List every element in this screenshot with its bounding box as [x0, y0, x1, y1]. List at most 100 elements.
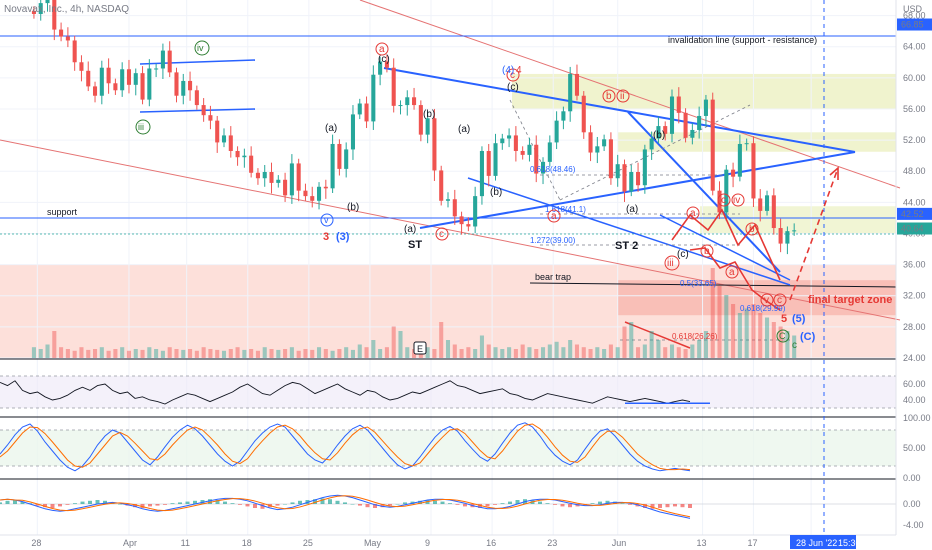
volume-bar	[452, 344, 457, 358]
fib-label-1: 0.618(48.46)	[530, 165, 576, 174]
volume-bar	[126, 350, 132, 358]
candle-body	[547, 142, 552, 162]
macd-hist-bar	[313, 499, 317, 504]
volume-bar	[568, 340, 573, 358]
macd-hist-bar	[508, 501, 512, 504]
candle-body	[147, 68, 152, 100]
volume-bar	[330, 350, 335, 358]
volume-bar	[92, 349, 98, 358]
wave-b-1: (b)	[347, 202, 359, 213]
macd-hist-bar	[665, 504, 670, 508]
earnings-badge[interactable]: E	[413, 341, 427, 355]
candle-body	[568, 73, 573, 112]
candle-body	[764, 195, 770, 211]
circle-iv-proj	[731, 193, 745, 207]
rsi-line	[0, 380, 691, 405]
macd-hist-bar	[73, 503, 77, 504]
volume-bar	[778, 326, 783, 358]
volume-bar	[663, 347, 668, 358]
wave-b-3: (b)	[490, 187, 502, 198]
macd-hist-bar	[298, 500, 302, 504]
volume-bar	[588, 349, 593, 358]
candle-body	[201, 105, 206, 116]
circle-v-green	[320, 213, 334, 227]
candle-body	[86, 70, 91, 87]
volume-bar	[208, 349, 213, 358]
volume-bar	[316, 347, 322, 358]
wave-labels-black: (a) (b) (c) (b) (a) (a) (b) (c) (b) (a) …	[325, 54, 689, 260]
candle-body	[296, 163, 301, 191]
candle-body	[737, 143, 742, 177]
macd-hist-bar	[245, 504, 250, 507]
divergence-line	[624, 321, 691, 349]
wave-labels-green: iv iii v C c	[135, 40, 797, 351]
label-b-top: b	[606, 91, 612, 102]
macd-hist-bar	[538, 501, 542, 504]
candle-body	[174, 72, 179, 96]
volume-bar	[215, 349, 220, 358]
candle-body	[412, 97, 417, 106]
candle-body	[432, 118, 437, 171]
x-tick-label: 11	[181, 538, 190, 548]
macd-hist-bar	[455, 504, 460, 505]
y-tick-label: 52.00	[903, 135, 926, 145]
candle-body	[154, 68, 159, 70]
volume-bar	[574, 344, 580, 358]
macd-hist-bar	[13, 500, 17, 504]
final-target-zone-label: final target zone	[808, 294, 892, 306]
macd-hist-bar	[343, 502, 347, 504]
macd-hist-bar	[628, 504, 632, 505]
symbol-title: Novavax, Inc., 4h, NASDAQ	[4, 4, 129, 15]
volume-bar	[167, 347, 172, 358]
candle-body	[120, 69, 125, 91]
fib-label-5: 0.618(29.99)	[740, 304, 786, 313]
macd-hist-bar	[365, 504, 370, 508]
macd-hist-bar	[395, 504, 400, 505]
label-c-green: c	[792, 340, 797, 351]
fib-label-2: 1.618(41.1)	[545, 205, 586, 214]
candle-body	[249, 155, 254, 173]
volume-bar	[31, 347, 36, 358]
circle-iii	[664, 255, 680, 271]
macd-hist-bar	[185, 501, 190, 504]
candle-body	[663, 126, 668, 134]
candle-body	[574, 73, 580, 96]
volume-bar	[459, 349, 464, 358]
candle-body	[669, 96, 675, 134]
candle-body	[622, 164, 627, 192]
candle-body	[479, 150, 484, 197]
wave-b-2: (b)	[423, 109, 435, 120]
circle-a-top	[375, 42, 389, 56]
macd-hist-bar	[193, 500, 197, 504]
volume-bar	[744, 308, 749, 358]
circle-C-green	[776, 329, 790, 343]
macd-hist-bar	[358, 504, 362, 506]
volume-bar	[323, 349, 328, 358]
volume-bar	[581, 347, 586, 358]
price-badge	[897, 222, 932, 235]
label-4-blue: (4)	[502, 65, 514, 76]
label-iv-proj: iv	[733, 195, 740, 206]
volume-bar	[622, 326, 627, 358]
label-3-red: 3	[323, 231, 329, 243]
macd-hist-bar	[680, 504, 685, 508]
macd-hist-bar	[373, 504, 377, 508]
candle-body	[72, 40, 77, 63]
candle-body	[615, 164, 620, 179]
volume-bar	[683, 349, 688, 358]
date-badge-text: 28 Jun '22	[796, 538, 837, 548]
candle-body	[337, 143, 342, 169]
volume-bar	[283, 349, 288, 358]
macd-hist-bar	[350, 504, 355, 505]
candle-body	[758, 198, 763, 211]
volume-bar	[554, 341, 559, 358]
volume-bar	[59, 347, 64, 358]
macd-hist-bar	[545, 503, 550, 504]
macd-hist-bar	[515, 500, 520, 504]
macd-hist-bar	[163, 504, 167, 505]
volume-bar	[357, 344, 362, 358]
macd-hist-bar	[388, 504, 392, 506]
candle-body	[79, 62, 84, 71]
macd-signal-line	[0, 495, 691, 518]
